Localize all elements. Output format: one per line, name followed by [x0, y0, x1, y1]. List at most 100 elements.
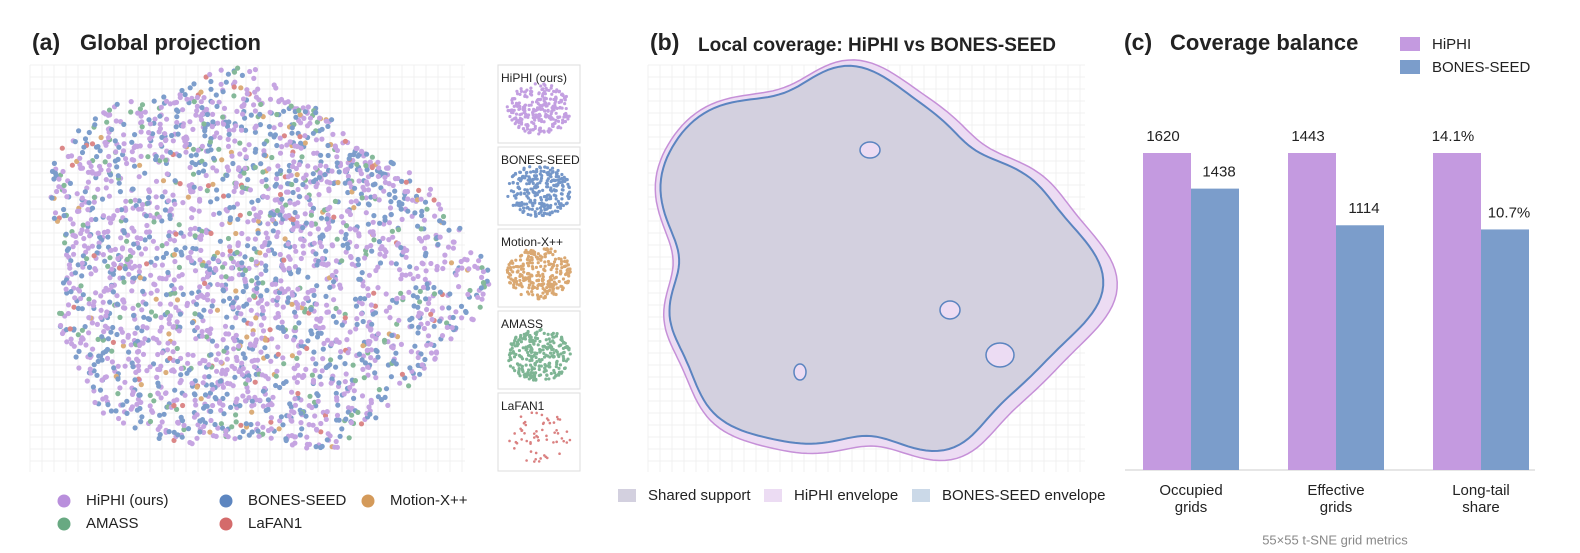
- point: [270, 228, 276, 234]
- point: [241, 170, 247, 176]
- point: [120, 402, 126, 408]
- point: [242, 398, 249, 404]
- point: [536, 270, 540, 275]
- point: [535, 193, 539, 197]
- point: [371, 237, 377, 243]
- point: [386, 237, 392, 243]
- point: [242, 276, 248, 282]
- point: [301, 250, 307, 256]
- point: [307, 231, 313, 237]
- panel-label: (c): [1124, 29, 1152, 55]
- point: [547, 377, 551, 381]
- point: [548, 281, 552, 286]
- point: [186, 367, 192, 373]
- point: [240, 272, 246, 278]
- point: [79, 273, 85, 279]
- point: [163, 98, 170, 104]
- point: [278, 414, 284, 420]
- point: [510, 108, 514, 112]
- point: [563, 256, 567, 260]
- point: [240, 288, 246, 295]
- point: [307, 393, 313, 399]
- point: [139, 414, 145, 420]
- point: [535, 434, 538, 438]
- point: [204, 334, 210, 340]
- inset-label: BONES-SEED: [501, 153, 580, 167]
- point: [518, 92, 522, 96]
- point: [365, 372, 371, 378]
- point: [359, 357, 365, 363]
- point: [76, 208, 82, 214]
- point: [468, 250, 474, 256]
- point: [225, 167, 232, 173]
- point: [249, 278, 255, 284]
- point: [174, 297, 181, 303]
- point: [105, 325, 111, 331]
- point: [534, 457, 537, 461]
- point: [285, 181, 291, 187]
- point: [196, 208, 202, 214]
- point: [372, 370, 378, 376]
- point: [332, 198, 338, 204]
- point: [334, 147, 340, 154]
- point: [393, 261, 399, 267]
- point: [418, 226, 424, 232]
- point: [309, 404, 315, 411]
- x-tick-label: Long-tail share: [1452, 482, 1510, 516]
- point: [194, 384, 200, 390]
- point: [396, 317, 402, 323]
- point: [123, 156, 129, 162]
- point: [155, 366, 161, 372]
- point: [333, 305, 339, 312]
- point: [451, 239, 457, 245]
- point: [533, 210, 537, 214]
- point: [545, 166, 550, 170]
- point: [456, 284, 462, 290]
- point: [286, 413, 292, 419]
- point: [437, 318, 443, 324]
- point: [178, 372, 184, 378]
- point: [136, 392, 142, 398]
- point: [382, 253, 388, 259]
- point: [431, 323, 437, 329]
- point: [514, 116, 518, 120]
- point: [281, 328, 287, 334]
- point: [372, 303, 378, 309]
- point: [132, 132, 138, 138]
- point: [530, 89, 534, 94]
- point: [539, 294, 543, 298]
- point: [260, 328, 267, 334]
- point: [346, 156, 352, 162]
- point: [322, 172, 328, 178]
- point: [86, 129, 92, 136]
- point: [545, 179, 549, 183]
- point: [525, 272, 530, 276]
- point: [537, 373, 541, 378]
- point: [154, 374, 160, 380]
- point: [239, 184, 245, 190]
- point: [537, 128, 541, 132]
- point: [251, 357, 258, 363]
- point: [422, 235, 428, 241]
- point: [513, 339, 517, 343]
- point: [119, 246, 125, 252]
- point-cloud: [48, 65, 492, 451]
- point: [524, 348, 528, 352]
- point: [199, 329, 205, 335]
- point: [285, 286, 291, 292]
- point: [387, 315, 393, 321]
- point: [163, 250, 169, 256]
- point: [423, 296, 429, 302]
- point: [528, 165, 532, 169]
- point: [258, 293, 264, 299]
- point: [524, 423, 528, 427]
- point: [336, 380, 342, 386]
- point: [556, 168, 560, 173]
- point: [198, 117, 205, 123]
- point: [565, 177, 569, 182]
- point: [432, 213, 438, 219]
- point: [295, 305, 301, 311]
- point: [542, 421, 545, 425]
- point: [525, 372, 530, 376]
- point: [254, 285, 260, 291]
